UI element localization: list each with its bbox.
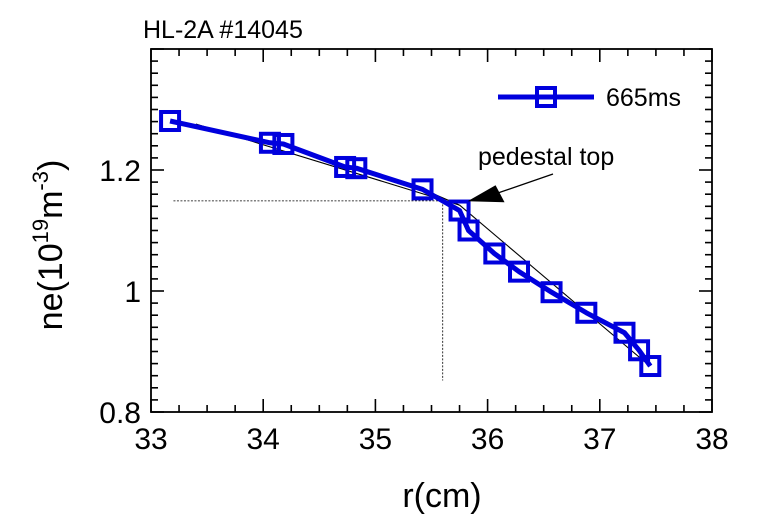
legend-marker — [535, 86, 557, 108]
data-point — [613, 321, 636, 344]
y-label-base: ne(10 — [32, 243, 70, 330]
y-label-mid: m — [32, 191, 70, 219]
series-line — [169, 118, 653, 368]
data-point — [272, 132, 295, 155]
legend: 665ms — [498, 84, 681, 112]
series-665ms — [159, 109, 662, 378]
pedestal-guide-lines — [173, 200, 444, 381]
y-axis-label: ne(1019m-3) — [28, 160, 70, 331]
y-tick-label: 1 — [124, 276, 141, 309]
data-point — [483, 242, 506, 265]
legend-label: 665ms — [606, 84, 681, 112]
x-tick-label: 34 — [247, 423, 280, 456]
data-point — [508, 260, 531, 283]
data-point — [159, 109, 182, 132]
x-axis-label: r(cm) — [402, 477, 481, 515]
data-point — [575, 301, 598, 324]
data-point — [345, 157, 368, 180]
x-tick-label: 37 — [583, 423, 616, 456]
y-tick-label: 1.2 — [99, 155, 141, 188]
data-point — [639, 355, 662, 378]
data-point — [411, 178, 434, 201]
y-label-end: ) — [32, 160, 70, 171]
x-tick-labels: 33 34 35 36 37 38 — [134, 423, 728, 456]
data-point — [334, 155, 357, 178]
y-tick-labels: 0.8 1 1.2 — [99, 155, 141, 430]
y-label-exp1: 19 — [28, 219, 53, 243]
y-tick-label: 0.8 — [99, 397, 141, 430]
data-point — [457, 219, 480, 242]
x-tick-label: 33 — [134, 423, 167, 456]
chart-title: HL-2A #14045 — [143, 16, 303, 44]
x-tick-label: 38 — [695, 423, 728, 456]
annotation-label: pedestal top — [478, 143, 614, 171]
ticks — [150, 48, 713, 413]
y-label-exp2: -3 — [28, 171, 53, 191]
x-tick-label: 35 — [359, 423, 392, 456]
data-point — [628, 339, 651, 362]
x-tick-label: 36 — [471, 423, 504, 456]
data-point — [258, 131, 281, 154]
data-point — [540, 281, 563, 304]
pedestal-annotation: pedestal top — [467, 143, 614, 203]
annotation-arrow-head — [467, 185, 505, 203]
